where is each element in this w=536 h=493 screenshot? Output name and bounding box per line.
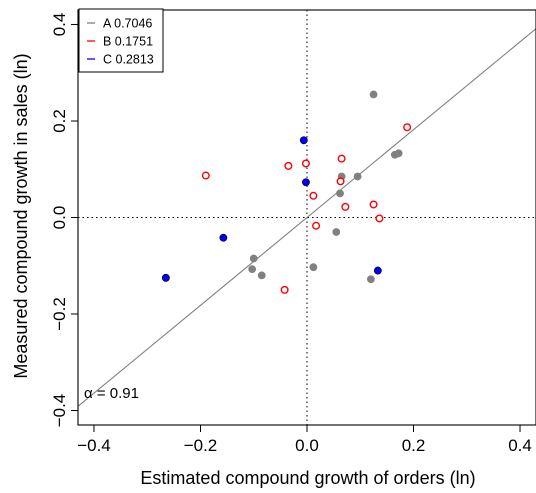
x-axis-title: Estimated compound growth of orders (ln) [140, 468, 475, 488]
data-point-a [353, 172, 362, 181]
data-point-c [373, 266, 382, 275]
data-point-c [302, 178, 310, 187]
legend-label: B 0.1751 [103, 35, 153, 49]
data-point-b [341, 202, 350, 211]
data-point-c [219, 233, 228, 242]
data-point-a [332, 228, 341, 236]
x-tick-label: 0.4 [508, 436, 532, 455]
alpha-annotation: α = 0.91 [84, 385, 139, 402]
data-point-b [280, 285, 289, 294]
data-point-b [336, 177, 345, 186]
data-point-a [249, 254, 258, 263]
y-axis-title: Measured compound growth in sales (ln) [11, 53, 31, 378]
data-point-b [375, 214, 384, 223]
legend-label: A 0.7046 [103, 17, 152, 31]
y-tick-label: 0.4 [50, 13, 69, 37]
y-tick-label: −0.2 [50, 297, 69, 331]
legend: A 0.7046 B 0.1751 C 0.2813 [78, 8, 164, 73]
data-point-b [309, 191, 318, 200]
x-tick-label: −0.4 [77, 436, 111, 455]
data-point-b [369, 200, 378, 209]
data-point-a [336, 189, 344, 198]
y-tick-label: −0.4 [50, 394, 69, 428]
data-point-c [161, 273, 170, 282]
data-point-a [248, 265, 257, 274]
data-points-layer [161, 90, 412, 294]
data-point-c [299, 136, 308, 145]
data-point-a [309, 263, 318, 272]
data-point-a [367, 275, 375, 284]
legend-label: C 0.2813 [103, 53, 154, 67]
data-point-b [284, 161, 293, 170]
data-point-a [257, 271, 266, 280]
data-point-b [312, 221, 321, 230]
legend-items: A 0.7046 B 0.1751 C 0.2813 [87, 17, 154, 67]
reference-lines-layer [77, 10, 536, 425]
data-point-b [301, 159, 310, 168]
data-point-b [201, 171, 210, 180]
y-tick-label: 0.2 [50, 109, 69, 133]
fit-line [77, 28, 536, 407]
data-point-b [403, 123, 412, 132]
x-tick-label: 0.2 [402, 436, 426, 455]
data-point-a [394, 149, 403, 158]
data-point-a [369, 90, 378, 99]
x-tick-label: −0.2 [184, 436, 218, 455]
y-tick-label: 0.0 [50, 206, 69, 230]
axes-layer: −0.4 −0.2 0.0 0.2 0.4 −0.4 −0.2 0.0 0.2 0.4 [50, 13, 532, 455]
data-point-b [337, 154, 346, 163]
x-tick-label: 0.0 [295, 436, 319, 455]
